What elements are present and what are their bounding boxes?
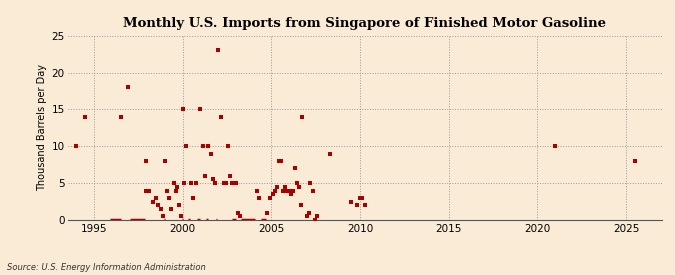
Y-axis label: Thousand Barrels per Day: Thousand Barrels per Day xyxy=(37,64,47,191)
Point xyxy=(169,181,180,185)
Point xyxy=(151,196,161,200)
Point xyxy=(173,203,184,207)
Point xyxy=(276,159,287,163)
Point xyxy=(170,188,181,193)
Point xyxy=(630,159,641,163)
Point xyxy=(235,214,246,219)
Point xyxy=(223,144,234,148)
Point xyxy=(115,115,126,119)
Point xyxy=(155,207,166,211)
Point xyxy=(262,210,273,215)
Point xyxy=(181,144,192,148)
Point xyxy=(346,199,356,204)
Point xyxy=(311,214,322,219)
Point xyxy=(224,174,235,178)
Point xyxy=(198,144,209,148)
Point xyxy=(232,210,243,215)
Point xyxy=(206,152,217,156)
Point xyxy=(354,196,365,200)
Point xyxy=(302,214,313,219)
Point xyxy=(153,203,163,207)
Point xyxy=(231,181,242,185)
Point xyxy=(158,214,169,219)
Point xyxy=(178,107,188,112)
Point xyxy=(186,181,196,185)
Point xyxy=(147,199,158,204)
Point xyxy=(252,188,263,193)
Point xyxy=(269,188,280,193)
Point xyxy=(351,203,362,207)
Point xyxy=(274,159,285,163)
Point xyxy=(279,185,290,189)
Point xyxy=(226,181,237,185)
Point xyxy=(218,181,229,185)
Point xyxy=(360,203,371,207)
Point xyxy=(141,188,152,193)
Point xyxy=(297,115,308,119)
Text: Source: U.S. Energy Information Administration: Source: U.S. Energy Information Administ… xyxy=(7,263,205,272)
Point xyxy=(144,188,155,193)
Point xyxy=(122,85,133,90)
Point xyxy=(213,48,223,53)
Point xyxy=(288,188,298,193)
Point xyxy=(221,181,232,185)
Point xyxy=(268,192,279,196)
Point xyxy=(176,214,186,219)
Point xyxy=(207,177,218,182)
Point xyxy=(277,188,288,193)
Point xyxy=(325,152,335,156)
Point xyxy=(309,218,320,222)
Point xyxy=(188,196,199,200)
Point xyxy=(203,144,214,148)
Point xyxy=(80,115,90,119)
Point xyxy=(172,185,183,189)
Point xyxy=(290,166,301,170)
Point xyxy=(294,185,304,189)
Point xyxy=(190,181,201,185)
Point xyxy=(286,192,296,196)
Point xyxy=(179,181,190,185)
Point xyxy=(292,181,302,185)
Point xyxy=(166,207,177,211)
Point xyxy=(254,196,265,200)
Point xyxy=(163,196,174,200)
Point xyxy=(549,144,560,148)
Point xyxy=(356,196,367,200)
Point xyxy=(308,188,319,193)
Point xyxy=(159,159,170,163)
Point xyxy=(215,115,226,119)
Point xyxy=(195,107,206,112)
Point xyxy=(284,188,294,193)
Point xyxy=(303,210,314,215)
Point xyxy=(295,203,306,207)
Point xyxy=(200,174,211,178)
Point xyxy=(281,188,292,193)
Point xyxy=(140,159,151,163)
Point xyxy=(71,144,82,148)
Title: Monthly U.S. Imports from Singapore of Finished Motor Gasoline: Monthly U.S. Imports from Singapore of F… xyxy=(123,17,606,31)
Point xyxy=(305,181,316,185)
Point xyxy=(209,181,220,185)
Point xyxy=(264,196,275,200)
Point xyxy=(161,188,172,193)
Point xyxy=(271,185,282,189)
